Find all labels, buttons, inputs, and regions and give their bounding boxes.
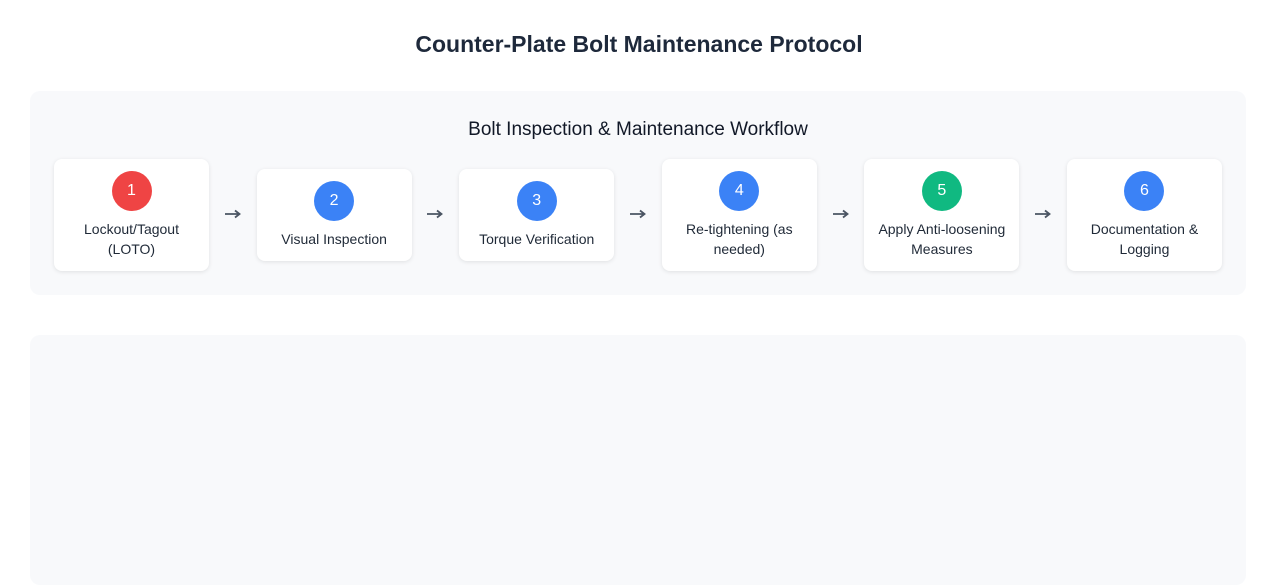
step-number: 5: [921, 171, 962, 211]
step-card: 6 Documentation & Logging: [1066, 159, 1222, 271]
arrow: [832, 206, 850, 224]
step-card: 1 Lockout/Tagout (LOTO): [54, 159, 209, 271]
step-label: Documentation & Logging: [1090, 221, 1199, 257]
step-card: 3 Torque Verification: [459, 169, 615, 261]
arrow-icon: [629, 209, 646, 219]
workflow-title: Bolt Inspection & Maintenance Workflow: [468, 119, 808, 140]
workflow-panel: Bolt Inspection & Maintenance Workflow 1…: [30, 91, 1278, 438]
arrow: [1034, 206, 1052, 224]
step-label: Re-tightening (as needed): [685, 221, 793, 257]
step-number: 2: [314, 181, 355, 221]
arrow: Cost and Downtime Comparison of Bolt Mai…: [224, 206, 1278, 438]
chart-panel: [30, 335, 1246, 585]
step-label: Apply Anti-loosening Measures: [878, 221, 1006, 257]
arrow-icon: [1035, 209, 1052, 219]
arrow: [629, 206, 647, 224]
step-number: 4: [719, 171, 760, 211]
step-number: 6: [1124, 171, 1165, 211]
step-number: 3: [516, 181, 557, 221]
step-card: 5 Apply Anti-loosening Measures: [864, 159, 1020, 271]
chart: [30, 335, 1246, 579]
arrow-icon: [427, 209, 444, 219]
page-title: Counter-Plate Bolt Maintenance Protocol: [415, 31, 863, 57]
step-label: Lockout/Tagout (LOTO): [84, 221, 179, 257]
step-number: 1: [111, 171, 152, 211]
workflow-steps: 1 Lockout/Tagout (LOTO) Cost and Downtime …: [54, 159, 1278, 438]
arrow: [426, 206, 444, 224]
arrow-icon: Cost and Downtime Comparison of Bolt Mai…: [224, 209, 1278, 438]
step-card: 2 Visual Inspection: [256, 169, 412, 261]
step-label: Visual Inspection: [281, 231, 387, 247]
arrow-icon: [832, 209, 849, 219]
step-card: 4 Re-tightening (as needed): [661, 159, 817, 271]
step-label: Torque Verification: [479, 231, 595, 247]
